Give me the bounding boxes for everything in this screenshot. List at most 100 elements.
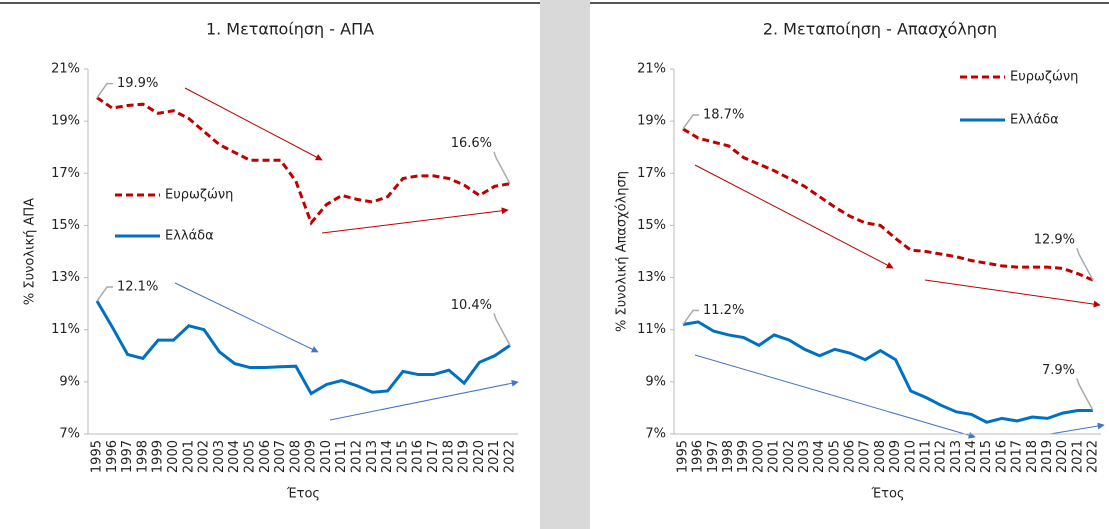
y-tick-label: 13% (51, 270, 80, 285)
value-label: 12.1% (117, 280, 158, 295)
x-tick-label: 2007 (858, 440, 873, 473)
x-tick-label: 2005 (827, 440, 842, 473)
label-leader (682, 309, 699, 325)
label-leader (493, 151, 511, 185)
x-tick-label: 2022 (503, 440, 518, 473)
x-tick-label: 1997 (706, 440, 721, 473)
x-tick-label: 2000 (166, 440, 181, 473)
x-tick-label: 2005 (242, 440, 257, 473)
series-line (96, 96, 511, 226)
x-tick-label: 2012 (934, 440, 949, 473)
x-tick-label: 2011 (334, 440, 349, 473)
x-tick-label: 2011 (918, 440, 933, 473)
x-tick-label: 1998 (721, 440, 736, 473)
x-tick-label: 2008 (873, 440, 888, 473)
x-axis-label: Έτος (870, 487, 904, 502)
x-tick-label: 1997 (120, 440, 135, 473)
value-label: 11.2% (703, 303, 744, 318)
x-axis-label: Έτος (286, 487, 320, 502)
x-tick-label: 2015 (395, 440, 410, 473)
y-tick-label: 7% (645, 427, 666, 442)
x-tick-label: 2018 (441, 440, 456, 473)
y-axis-label: % Συνολική ΑΠΑ (23, 198, 38, 305)
x-tick-label: 2017 (1010, 440, 1025, 473)
x-tick-label: 2014 (380, 440, 395, 473)
x-tick-label: 2020 (1055, 440, 1070, 473)
label-leader (493, 313, 511, 346)
y-tick-label: 17% (51, 166, 80, 181)
x-tick-label: 2007 (273, 440, 288, 473)
y-axis-label: % Συνολική Απασχόληση (615, 171, 630, 332)
y-tick-label: 19% (51, 114, 80, 129)
legend-label: Ελλάδα (1010, 113, 1059, 128)
x-tick-label: 2010 (319, 440, 334, 473)
legend-label: Ελλάδα (165, 229, 214, 244)
y-tick-label: 9% (59, 374, 80, 389)
x-tick-label: 2021 (487, 440, 502, 473)
y-tick-label: 9% (645, 374, 666, 389)
x-tick-label: 1999 (736, 440, 751, 473)
x-tick-label: 2008 (288, 440, 303, 473)
x-tick-label: 2002 (197, 440, 212, 473)
x-tick-label: 2019 (1040, 440, 1055, 473)
x-tick-label: 2019 (457, 440, 472, 473)
value-label: 18.7% (703, 107, 744, 122)
trend-arrow (694, 354, 976, 439)
x-tick-label: 2013 (365, 440, 380, 473)
trend-arrow (694, 164, 894, 269)
series-line (682, 320, 1093, 424)
label-leader (96, 286, 113, 302)
legend-label: Ευρωζώνη (1010, 70, 1078, 85)
x-tick-label: 2015 (979, 440, 994, 473)
x-tick-label: 2001 (181, 440, 196, 473)
label-leader (96, 82, 113, 99)
y-tick-label: 11% (637, 322, 666, 337)
x-tick-label: 2002 (782, 440, 797, 473)
trend-arrow (924, 279, 1101, 308)
x-tick-label: 2016 (411, 440, 426, 473)
x-tick-label: 2006 (843, 440, 858, 473)
label-leader (1076, 378, 1094, 411)
x-tick-label: 2017 (426, 440, 441, 473)
x-tick-label: 1995 (676, 440, 691, 473)
x-tick-label: 1996 (105, 440, 120, 473)
value-label: 12.9% (1034, 233, 1075, 248)
value-label: 16.6% (451, 136, 492, 151)
y-tick-label: 21% (51, 62, 80, 77)
x-tick-label: 2020 (472, 440, 487, 473)
divider (540, 0, 590, 529)
trend-arrow (329, 379, 519, 421)
legend-label: Ευρωζώνη (165, 188, 233, 203)
x-tick-label: 2016 (994, 440, 1009, 473)
x-tick-label: 2009 (304, 440, 319, 473)
y-tick-label: 17% (637, 166, 666, 181)
x-tick-label: 2010 (903, 440, 918, 473)
y-tick-label: 13% (637, 270, 666, 285)
x-tick-label: 1995 (90, 440, 105, 473)
trend-arrows (174, 87, 1105, 439)
x-tick-label: 2021 (1070, 440, 1085, 473)
y-tick-label: 19% (637, 114, 666, 129)
x-tick-label: 2014 (964, 440, 979, 473)
x-tick-label: 1996 (691, 440, 706, 473)
y-tick-label: 15% (637, 218, 666, 233)
label-leader (682, 114, 699, 130)
x-tick-label: 2022 (1086, 440, 1101, 473)
label-leader (1076, 247, 1094, 281)
chart-title: 2. Μεταποίηση - Απασχόληση (763, 20, 997, 39)
trend-arrow (1049, 422, 1105, 435)
x-tick-label: 2004 (812, 440, 827, 473)
trend-arrow (184, 87, 323, 161)
value-label: 19.9% (117, 76, 158, 91)
x-tick-label: 2000 (751, 440, 766, 473)
x-tick-label: 2003 (212, 440, 227, 473)
x-tick-label: 2001 (767, 440, 782, 473)
x-tick-label: 1999 (151, 440, 166, 473)
trend-arrow (321, 207, 509, 234)
y-tick-label: 21% (637, 62, 666, 77)
value-label: 7.9% (1042, 363, 1075, 378)
x-tick-label: 2006 (258, 440, 273, 473)
x-tick-label: 2009 (888, 440, 903, 473)
chart-title: 1. Μεταποίηση - ΑΠΑ (206, 20, 374, 39)
